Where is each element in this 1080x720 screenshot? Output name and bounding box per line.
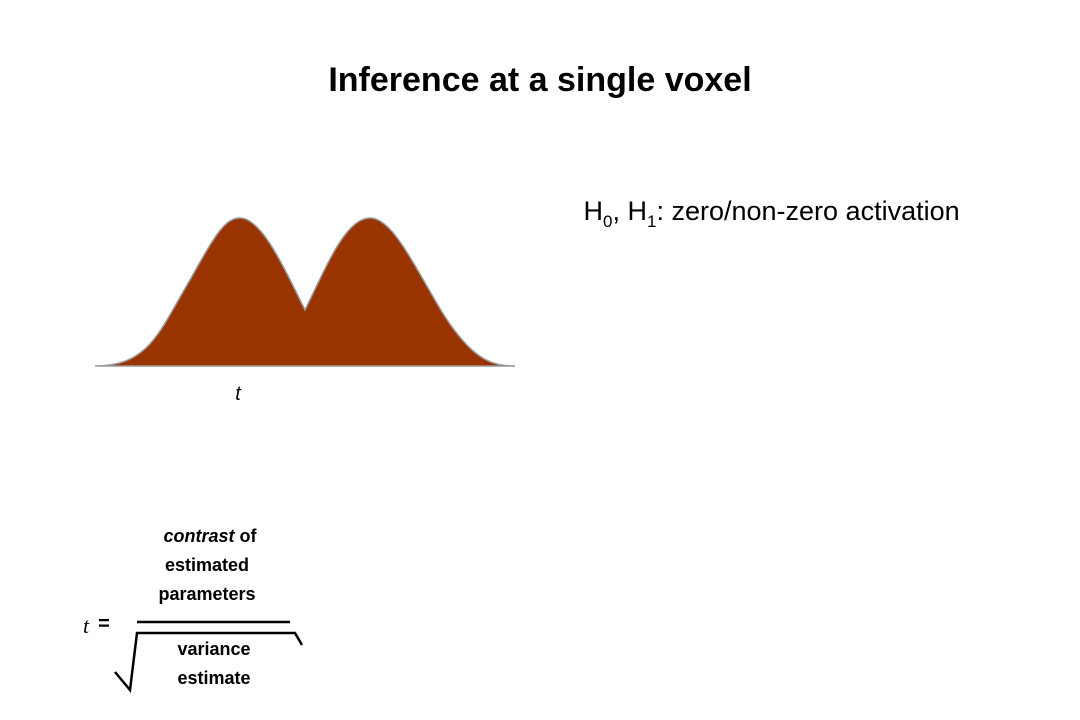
formula-equals: = [98, 613, 110, 635]
h1: , H [612, 196, 647, 226]
denominator-line-1: variance [177, 639, 250, 659]
formula-lhs: t [83, 613, 90, 638]
numerator-rest: of [235, 526, 258, 546]
hypothesis-description: : zero/non-zero activation [656, 196, 959, 226]
slide-title: Inference at a single voxel [328, 61, 751, 99]
numerator-line-2: estimated [165, 555, 249, 575]
numerator-emphasis: contrast [163, 526, 235, 546]
axis-label: t [235, 383, 242, 405]
h1-subscript: 1 [647, 212, 656, 231]
h0-subscript: 0 [603, 212, 612, 231]
h0: H [584, 196, 604, 226]
numerator-line-1: contrast of [163, 526, 257, 546]
denominator-line-2: estimate [177, 668, 250, 688]
hypotheses: H0, H1: zero/non-zero activation [546, 196, 982, 231]
numerator-line-3: parameters [158, 584, 255, 604]
square-root-sign [114, 631, 304, 694]
distribution-curves [94, 217, 516, 367]
